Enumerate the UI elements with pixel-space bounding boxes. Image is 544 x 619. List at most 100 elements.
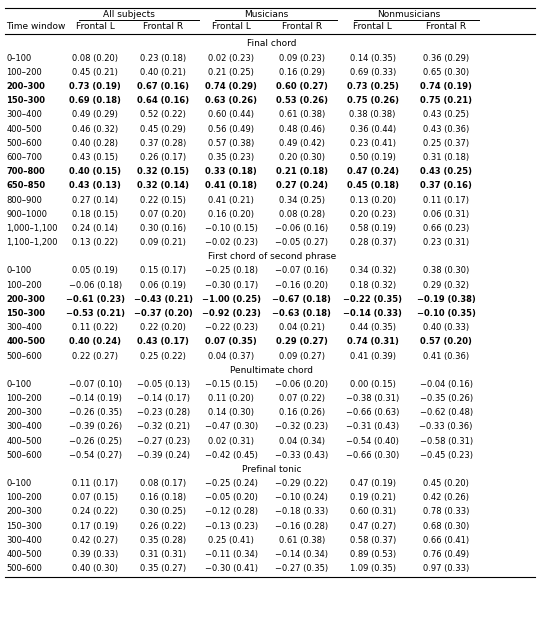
Text: 0.02 (0.23): 0.02 (0.23) xyxy=(208,54,254,63)
Text: 0.75 (0.26): 0.75 (0.26) xyxy=(347,96,399,105)
Text: 700–800: 700–800 xyxy=(7,167,45,176)
Text: 0.29 (0.27): 0.29 (0.27) xyxy=(276,337,328,347)
Text: −0.06 (0.20): −0.06 (0.20) xyxy=(275,380,329,389)
Text: 200–300: 200–300 xyxy=(7,295,45,304)
Text: 0.43 (0.25): 0.43 (0.25) xyxy=(420,167,472,176)
Text: −0.66 (0.63): −0.66 (0.63) xyxy=(346,408,399,417)
Text: 0.25 (0.22): 0.25 (0.22) xyxy=(140,352,186,361)
Text: −0.31 (0.43): −0.31 (0.43) xyxy=(346,422,399,431)
Text: 0.43 (0.36): 0.43 (0.36) xyxy=(423,124,469,134)
Text: 0.78 (0.33): 0.78 (0.33) xyxy=(423,508,469,516)
Text: 0.11 (0.22): 0.11 (0.22) xyxy=(72,323,118,332)
Text: 0.23 (0.41): 0.23 (0.41) xyxy=(350,139,395,148)
Text: 0.35 (0.28): 0.35 (0.28) xyxy=(140,536,186,545)
Text: −0.07 (0.10): −0.07 (0.10) xyxy=(69,380,122,389)
Text: 0.49 (0.42): 0.49 (0.42) xyxy=(279,139,325,148)
Text: 0.25 (0.37): 0.25 (0.37) xyxy=(423,139,469,148)
Text: 0.45 (0.21): 0.45 (0.21) xyxy=(72,68,118,77)
Text: Prefinal tonic: Prefinal tonic xyxy=(242,465,302,474)
Text: 0.33 (0.18): 0.33 (0.18) xyxy=(205,167,257,176)
Text: 0.06 (0.19): 0.06 (0.19) xyxy=(140,280,186,290)
Text: 0.57 (0.20): 0.57 (0.20) xyxy=(420,337,472,347)
Text: 0.30 (0.16): 0.30 (0.16) xyxy=(140,224,186,233)
Text: −0.22 (0.35): −0.22 (0.35) xyxy=(343,295,402,304)
Text: 0.30 (0.25): 0.30 (0.25) xyxy=(140,508,186,516)
Text: 0.53 (0.26): 0.53 (0.26) xyxy=(276,96,328,105)
Text: −0.63 (0.18): −0.63 (0.18) xyxy=(273,309,331,318)
Text: −0.92 (0.23): −0.92 (0.23) xyxy=(202,309,261,318)
Text: 600–700: 600–700 xyxy=(7,153,42,162)
Text: Frontal R: Frontal R xyxy=(282,22,322,31)
Text: 0.60 (0.44): 0.60 (0.44) xyxy=(208,110,254,119)
Text: 0.43 (0.25): 0.43 (0.25) xyxy=(423,110,469,119)
Text: Final chord: Final chord xyxy=(248,40,296,48)
Text: 0.09 (0.21): 0.09 (0.21) xyxy=(140,238,186,247)
Text: 0.97 (0.33): 0.97 (0.33) xyxy=(423,564,469,573)
Text: 0.43 (0.13): 0.43 (0.13) xyxy=(69,181,121,191)
Text: 0.40 (0.30): 0.40 (0.30) xyxy=(72,564,118,573)
Text: −0.15 (0.15): −0.15 (0.15) xyxy=(205,380,258,389)
Text: Frontal L: Frontal L xyxy=(76,22,115,31)
Text: 0.46 (0.32): 0.46 (0.32) xyxy=(72,124,118,134)
Text: 0.13 (0.22): 0.13 (0.22) xyxy=(72,238,118,247)
Text: 0.16 (0.29): 0.16 (0.29) xyxy=(279,68,325,77)
Text: −0.10 (0.15): −0.10 (0.15) xyxy=(205,224,258,233)
Text: 0.25 (0.41): 0.25 (0.41) xyxy=(208,536,254,545)
Text: 0.67 (0.16): 0.67 (0.16) xyxy=(137,82,189,91)
Text: −0.04 (0.16): −0.04 (0.16) xyxy=(419,380,473,389)
Text: 0.31 (0.18): 0.31 (0.18) xyxy=(423,153,469,162)
Text: 0.06 (0.31): 0.06 (0.31) xyxy=(423,210,469,219)
Text: 0.39 (0.33): 0.39 (0.33) xyxy=(72,550,119,559)
Text: 0.17 (0.19): 0.17 (0.19) xyxy=(72,522,118,530)
Text: −0.61 (0.23): −0.61 (0.23) xyxy=(66,295,125,304)
Text: 0.68 (0.30): 0.68 (0.30) xyxy=(423,522,469,530)
Text: −0.10 (0.24): −0.10 (0.24) xyxy=(275,493,329,502)
Text: 0.41 (0.36): 0.41 (0.36) xyxy=(423,352,469,361)
Text: −0.66 (0.30): −0.66 (0.30) xyxy=(346,451,399,460)
Text: 300–400: 300–400 xyxy=(7,422,42,431)
Text: 0.32 (0.14): 0.32 (0.14) xyxy=(137,181,189,191)
Text: 0.60 (0.27): 0.60 (0.27) xyxy=(276,82,328,91)
Text: 0.76 (0.49): 0.76 (0.49) xyxy=(423,550,469,559)
Text: −0.13 (0.23): −0.13 (0.23) xyxy=(205,522,258,530)
Text: −0.37 (0.20): −0.37 (0.20) xyxy=(134,309,193,318)
Text: 0.08 (0.17): 0.08 (0.17) xyxy=(140,479,186,488)
Text: −0.25 (0.24): −0.25 (0.24) xyxy=(205,479,258,488)
Text: 0.07 (0.20): 0.07 (0.20) xyxy=(140,210,186,219)
Text: 0.16 (0.20): 0.16 (0.20) xyxy=(208,210,254,219)
Text: −0.33 (0.43): −0.33 (0.43) xyxy=(275,451,329,460)
Text: −0.27 (0.35): −0.27 (0.35) xyxy=(275,564,329,573)
Text: 0.38 (0.38): 0.38 (0.38) xyxy=(349,110,396,119)
Text: 0.18 (0.32): 0.18 (0.32) xyxy=(350,280,395,290)
Text: 0.08 (0.20): 0.08 (0.20) xyxy=(72,54,118,63)
Text: 0.13 (0.20): 0.13 (0.20) xyxy=(350,196,395,205)
Text: Nonmusicians: Nonmusicians xyxy=(378,10,441,19)
Text: −0.54 (0.27): −0.54 (0.27) xyxy=(69,451,122,460)
Text: −0.12 (0.28): −0.12 (0.28) xyxy=(205,508,258,516)
Text: −0.29 (0.22): −0.29 (0.22) xyxy=(275,479,329,488)
Text: 0.38 (0.30): 0.38 (0.30) xyxy=(423,266,469,275)
Text: Penultimate chord: Penultimate chord xyxy=(231,366,313,374)
Text: 0.09 (0.23): 0.09 (0.23) xyxy=(279,54,325,63)
Text: 0.24 (0.22): 0.24 (0.22) xyxy=(72,508,118,516)
Text: 0.14 (0.35): 0.14 (0.35) xyxy=(350,54,395,63)
Text: 0.73 (0.19): 0.73 (0.19) xyxy=(69,82,121,91)
Text: 0.40 (0.21): 0.40 (0.21) xyxy=(140,68,186,77)
Text: 0.40 (0.28): 0.40 (0.28) xyxy=(72,139,118,148)
Text: 0.49 (0.29): 0.49 (0.29) xyxy=(72,110,118,119)
Text: 0.58 (0.19): 0.58 (0.19) xyxy=(350,224,395,233)
Text: 0.07 (0.22): 0.07 (0.22) xyxy=(279,394,325,403)
Text: −0.18 (0.33): −0.18 (0.33) xyxy=(275,508,329,516)
Text: 0.73 (0.25): 0.73 (0.25) xyxy=(347,82,399,91)
Text: −0.07 (0.16): −0.07 (0.16) xyxy=(275,266,329,275)
Text: 1,100–1,200: 1,100–1,200 xyxy=(7,238,58,247)
Text: 0.37 (0.16): 0.37 (0.16) xyxy=(420,181,472,191)
Text: 0.74 (0.29): 0.74 (0.29) xyxy=(205,82,257,91)
Text: 150–300: 150–300 xyxy=(7,96,46,105)
Text: 0.65 (0.30): 0.65 (0.30) xyxy=(423,68,469,77)
Text: 0.07 (0.15): 0.07 (0.15) xyxy=(72,493,118,502)
Text: 100–200: 100–200 xyxy=(7,493,42,502)
Text: 400–500: 400–500 xyxy=(7,436,42,446)
Text: −0.14 (0.19): −0.14 (0.19) xyxy=(69,394,122,403)
Text: 0.04 (0.34): 0.04 (0.34) xyxy=(279,436,325,446)
